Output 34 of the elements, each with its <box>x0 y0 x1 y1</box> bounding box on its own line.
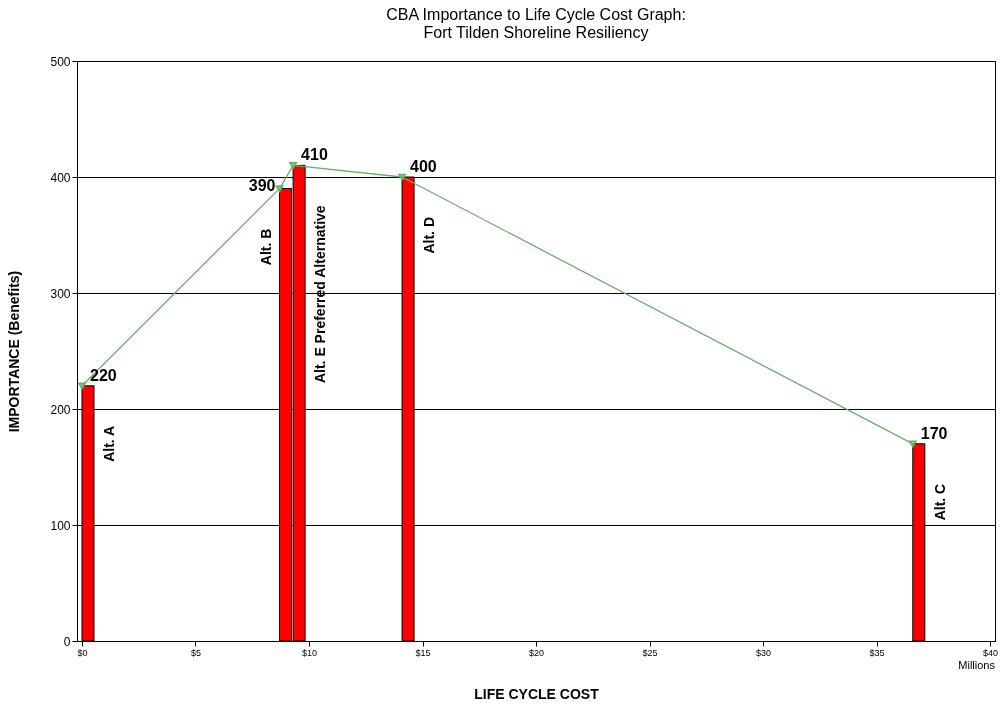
text: Alt. A <box>101 425 117 462</box>
x-tick-label: $35 <box>869 647 885 658</box>
x-tick-label: $5 <box>190 647 202 658</box>
y-axis-title: IMPORTANCE (Benefits) <box>6 270 23 433</box>
y-tick-label: 0 <box>63 634 71 649</box>
x-axis-title: LIFE CYCLE COST <box>474 685 600 702</box>
point <box>398 173 406 181</box>
x-tick-label: $30 <box>755 647 772 658</box>
text: Alt. D <box>421 217 438 254</box>
x-tick-label: $40 <box>982 647 999 658</box>
x-tick-label: $10 <box>301 647 318 658</box>
data-label: 400 <box>410 158 437 175</box>
y-tick-label: 400 <box>50 170 71 185</box>
data-label: 220 <box>90 366 117 384</box>
x-tick-label: $25 <box>642 647 658 658</box>
text: Alt. B <box>258 228 275 266</box>
x-tick-label: $20 <box>528 647 545 658</box>
text: Alt. C <box>931 483 948 521</box>
point <box>78 382 86 390</box>
data-label: 410 <box>301 146 328 164</box>
x-tick-label: $15 <box>415 647 431 658</box>
y-tick-label: 100 <box>50 518 71 533</box>
point <box>275 185 284 192</box>
text: Alt. E Preferred Alternative <box>312 205 329 384</box>
data-label: 390 <box>248 176 276 194</box>
chart-title: CBA Importance to Life Cycle Cost Graph: Fort Tilden Shoreline Resiliency <box>386 6 686 41</box>
y-tick-label: 500 <box>50 54 71 69</box>
text: Millions <box>958 659 996 671</box>
point <box>289 162 297 169</box>
y-tick-label: 200 <box>50 402 71 417</box>
point <box>909 440 917 448</box>
data-label: 170 <box>920 424 948 442</box>
y-tick-label: 300 <box>50 286 71 301</box>
x-tick-label: $0 <box>77 647 88 658</box>
